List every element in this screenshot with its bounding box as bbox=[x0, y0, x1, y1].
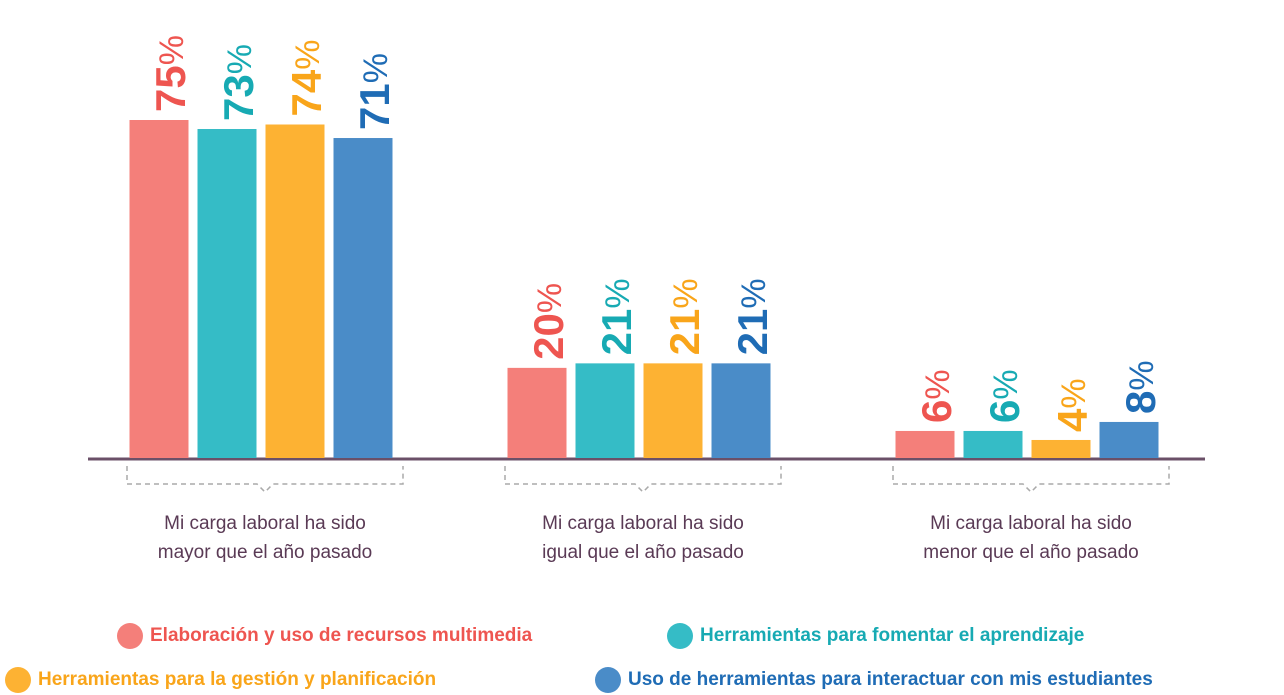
value-label: 21% bbox=[661, 278, 708, 355]
bar bbox=[265, 124, 325, 459]
bracket bbox=[126, 466, 404, 494]
value-label: 6% bbox=[981, 369, 1028, 423]
value-label: 6% bbox=[913, 369, 960, 423]
legend-label: Elaboración y uso de recursos multimedia bbox=[150, 625, 533, 646]
legend-label: Herramientas para fomentar el aprendizaj… bbox=[700, 625, 1084, 646]
category-label: Mi carga laboral ha sido bbox=[542, 513, 744, 534]
legend-label: Uso de herramientas para interactuar con… bbox=[628, 669, 1153, 690]
bar bbox=[895, 430, 955, 458]
legend-label: Herramientas para la gestión y planifica… bbox=[38, 669, 436, 690]
legend-swatch bbox=[117, 623, 143, 649]
category-label: igual que el año pasado bbox=[542, 542, 744, 563]
value-label: 75% bbox=[147, 35, 194, 112]
category-label: mayor que el año pasado bbox=[158, 542, 372, 563]
bar bbox=[507, 367, 567, 458]
category-label: menor que el año pasado bbox=[923, 542, 1139, 563]
bar bbox=[197, 129, 257, 458]
bar bbox=[1099, 421, 1159, 458]
bar bbox=[333, 138, 393, 458]
value-label: 20% bbox=[525, 283, 572, 360]
legend-swatch bbox=[667, 623, 693, 649]
legend-swatch bbox=[5, 667, 31, 693]
bar bbox=[643, 363, 703, 458]
bracket bbox=[504, 466, 782, 494]
bar bbox=[575, 363, 635, 458]
value-label: 21% bbox=[593, 278, 640, 355]
legend-swatch bbox=[595, 667, 621, 693]
value-label: 73% bbox=[215, 44, 262, 121]
bar bbox=[963, 430, 1023, 458]
value-label: 21% bbox=[729, 278, 776, 355]
value-label: 8% bbox=[1117, 360, 1164, 414]
value-label: 74% bbox=[283, 40, 330, 117]
category-label: Mi carga laboral ha sido bbox=[930, 513, 1132, 534]
category-label: Mi carga laboral ha sido bbox=[164, 513, 366, 534]
bar bbox=[1031, 439, 1091, 458]
bar bbox=[129, 120, 189, 458]
value-label: 71% bbox=[351, 53, 398, 130]
value-label: 4% bbox=[1049, 378, 1096, 432]
bracket bbox=[892, 466, 1170, 494]
bar bbox=[711, 363, 771, 458]
